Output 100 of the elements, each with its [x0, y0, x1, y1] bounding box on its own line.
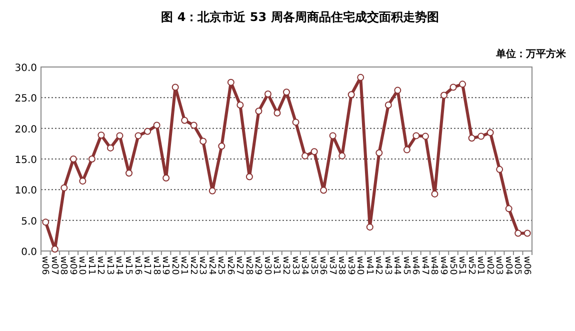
- y-tick-label: 25.0: [14, 94, 37, 105]
- x-tick-label: w33: [290, 256, 300, 275]
- point: [283, 88, 290, 96]
- x-tick-label: w32: [280, 256, 290, 275]
- point: [236, 102, 244, 109]
- point: [208, 187, 216, 194]
- x-tick-label: w40: [354, 256, 365, 276]
- x-tick-label: w17: [142, 256, 152, 275]
- x-tick-label: w49: [438, 256, 448, 276]
- point: [422, 132, 429, 140]
- point: [348, 91, 355, 98]
- point: [200, 138, 207, 145]
- point: [51, 246, 58, 253]
- point: [412, 132, 420, 140]
- x-tick-label: w31: [271, 256, 282, 275]
- point: [310, 148, 318, 156]
- x-tick-label: w06: [521, 256, 532, 276]
- x-tick-label: w28: [243, 256, 254, 276]
- y-tick-label: 0.0: [21, 247, 37, 258]
- point: [403, 146, 410, 154]
- y-tick-label: 10.0: [14, 186, 37, 197]
- x-tick-label: w02: [484, 256, 494, 275]
- point: [181, 116, 188, 124]
- point: [162, 174, 170, 182]
- x-tick-label: w51: [456, 256, 467, 275]
- point: [126, 170, 133, 177]
- x-tick-label: w10: [76, 256, 87, 276]
- x-tick-label: w07: [48, 256, 59, 275]
- x-tick-label: w52: [466, 256, 476, 275]
- x-tick-label: w16: [132, 256, 142, 276]
- point: [227, 78, 234, 86]
- x-tick-label: w44: [392, 256, 402, 276]
- y-tick-label: 5.0: [21, 216, 37, 228]
- x-tick-label: w09: [67, 256, 78, 276]
- point: [394, 86, 402, 94]
- x-tick-label: w20: [169, 256, 180, 276]
- y-tick-label: 15.0: [14, 155, 37, 166]
- y-tick-label: 30.0: [14, 63, 37, 74]
- x-tick-label: w42: [373, 256, 384, 275]
- point: [98, 132, 105, 139]
- x-tick-label: w47: [419, 256, 430, 275]
- x-tick-label: w36: [318, 256, 328, 276]
- point: [338, 152, 346, 160]
- point: [42, 218, 50, 226]
- x-tick-label: w37: [326, 256, 337, 275]
- x-tick-label: w06: [40, 256, 50, 276]
- point: [329, 132, 336, 140]
- x-tick-label: w41: [364, 256, 374, 275]
- x-tick-label: w14: [114, 256, 124, 276]
- x-tick-label: w25: [216, 256, 226, 275]
- x-tick-label: w35: [308, 256, 318, 275]
- point: [384, 102, 392, 109]
- point: [459, 80, 466, 88]
- x-tick-label: w29: [252, 256, 263, 276]
- x-tick-label: w39: [345, 256, 356, 276]
- x-tick-label: w01: [475, 256, 486, 275]
- chart-title: 图 4：北京市近 53 周各周商品住宅成交面积走势图: [161, 10, 439, 24]
- point: [486, 129, 494, 136]
- x-tick-label: w46: [410, 256, 420, 276]
- x-tick-label: w30: [262, 256, 272, 276]
- point: [70, 156, 77, 162]
- point: [190, 122, 198, 129]
- x-tick-label: w13: [104, 256, 114, 275]
- x-tick-label: w22: [188, 256, 198, 275]
- x-tick-label: w48: [428, 256, 439, 276]
- point: [320, 186, 328, 194]
- point: [264, 90, 272, 98]
- point: [274, 110, 281, 116]
- point: [468, 134, 476, 142]
- point: [255, 108, 262, 115]
- x-tick-label: w21: [178, 256, 189, 275]
- point: [357, 74, 364, 81]
- point: [450, 84, 457, 91]
- x-tick-label: w26: [224, 256, 235, 276]
- x-tick-label: w23: [197, 256, 208, 275]
- point: [505, 205, 512, 212]
- point: [440, 92, 448, 99]
- x-tick-label: w08: [58, 256, 68, 276]
- point: [144, 128, 152, 135]
- point: [524, 230, 531, 237]
- x-tick-label: w45: [400, 256, 411, 275]
- point: [246, 173, 253, 180]
- point: [292, 118, 300, 126]
- point: [153, 122, 160, 129]
- point: [88, 156, 96, 162]
- x-tick-label: w38: [336, 256, 346, 276]
- point: [60, 184, 68, 192]
- x-tick-label: w34: [299, 256, 310, 276]
- x-tick-label: w19: [160, 256, 170, 276]
- point: [116, 132, 124, 140]
- point: [376, 149, 383, 156]
- point: [302, 152, 309, 160]
- x-tick-label: w04: [502, 256, 513, 276]
- point: [478, 132, 485, 140]
- point: [106, 144, 114, 152]
- x-tick-label: w43: [382, 256, 392, 275]
- y-tick-label: 20.0: [14, 124, 37, 136]
- x-tick-label: w18: [150, 256, 161, 276]
- text: 单位：万平方米: [495, 48, 567, 60]
- x-tick-label: w03: [494, 256, 504, 275]
